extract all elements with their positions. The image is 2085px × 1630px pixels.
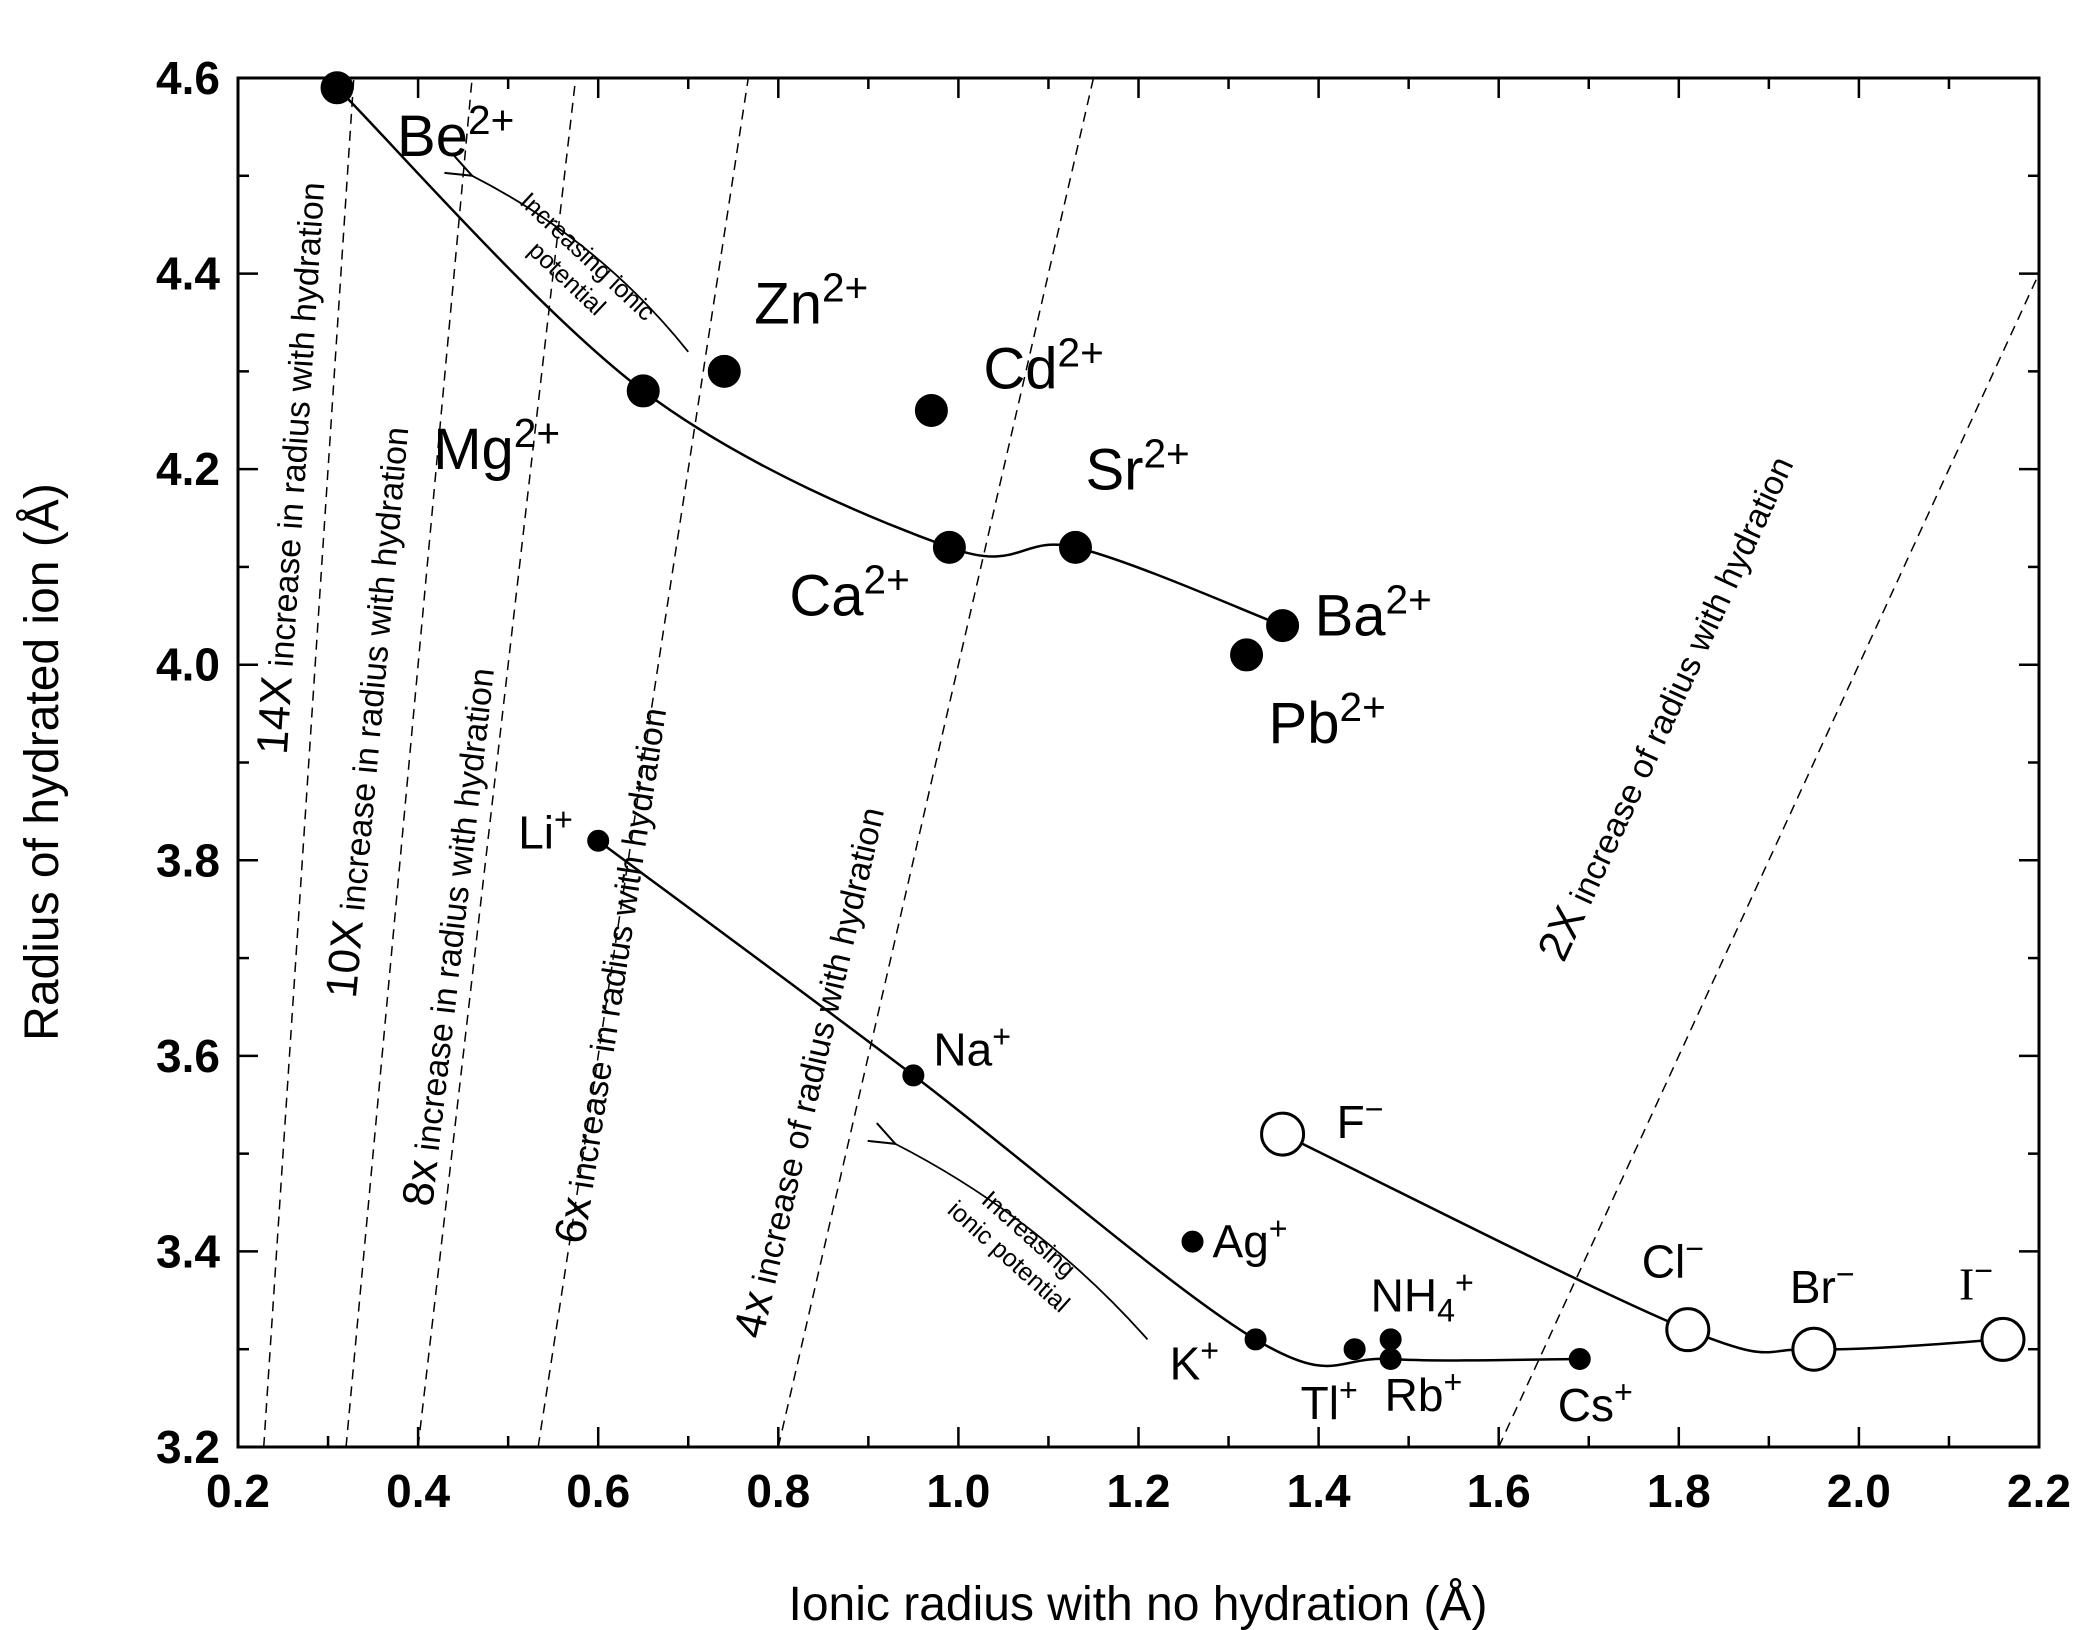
reference-label-6x: 6x increase in radius with hydration	[546, 704, 677, 1247]
divalent-arrow	[472, 176, 689, 353]
point-pb	[1230, 638, 1264, 672]
reference-line-6x	[537, 78, 750, 1447]
reference-label-14x: 14X increase in radius with hydration	[248, 180, 335, 755]
label-nh4: NH4+	[1371, 1264, 1474, 1328]
divalent-arrow-label: Increasing ionicpotential	[494, 187, 660, 348]
x-tick-label: 1.4	[1287, 1465, 1351, 1517]
label-zn: Zn2+	[754, 264, 868, 336]
data-points	[320, 71, 2026, 1372]
fit-curve-1	[597, 839, 1580, 1368]
point-sr	[1058, 530, 1092, 564]
x-tick-label: 1.6	[1467, 1465, 1531, 1517]
x-tick-label: 0.6	[566, 1465, 630, 1517]
label-cd: Cd2+	[983, 329, 1103, 401]
x-tick-label: 1.2	[1107, 1465, 1171, 1517]
label-na: Na+	[933, 1018, 1011, 1075]
x-tick-label: 1.0	[926, 1465, 990, 1517]
point-li	[587, 829, 610, 852]
ion-labels: Be2+ Mg2+ Zn2+ Cd2+ Ca2+ Sr2+ Ba2+ Pb2+ Li+ Na+ Ag…	[397, 97, 1993, 1431]
reference-line-10x	[345, 78, 473, 1447]
point-mg	[626, 374, 660, 408]
reference-label-2x: 2X increase of radius with hydration	[1528, 447, 1803, 968]
y-tick-label: 3.4	[156, 1225, 220, 1277]
label-f: F−	[1337, 1091, 1384, 1148]
fit-curve-2	[1282, 1132, 2004, 1354]
fit-curves	[336, 86, 2004, 1368]
x-tick-label: 1.8	[1647, 1465, 1711, 1517]
label-sr: Sr2+	[1085, 430, 1189, 502]
x-axis-title: Ionic radius with no hydration (Å)	[789, 1578, 1488, 1630]
point-rb	[1379, 1347, 1402, 1370]
point-na	[902, 1064, 925, 1087]
y-tick-label: 4.6	[156, 52, 220, 104]
point-cd	[914, 393, 948, 427]
label-li: Li+	[518, 802, 573, 859]
reference-line-2x	[1498, 273, 2039, 1447]
x-tick-label: 0.4	[386, 1465, 450, 1517]
point-ag	[1181, 1230, 1204, 1253]
axis-tick-labels: 0.2 0.4 0.6 0.8 1.0 1.2 1.4 1.6 1.8 2.0 2.2 3.2 3.4 3…	[156, 52, 2071, 1517]
label-ba: Ba2+	[1315, 577, 1432, 649]
x-tick-label: 0.2	[206, 1465, 270, 1517]
y-tick-label: 3.2	[156, 1421, 220, 1473]
reference-line-14x	[262, 78, 355, 1447]
point-k	[1244, 1328, 1267, 1351]
label-cl: Cl−	[1642, 1231, 1704, 1288]
point-cl	[1665, 1307, 1711, 1353]
y-tick-label: 3.8	[156, 834, 220, 886]
point-zn	[707, 354, 741, 388]
point-tl	[1343, 1338, 1366, 1361]
label-mg: Mg2+	[433, 410, 560, 482]
reference-line-4x	[777, 78, 1095, 1447]
point-ba	[1266, 609, 1300, 643]
y-tick-label: 4.0	[156, 639, 220, 691]
reference-lines	[262, 78, 2039, 1447]
label-be: Be2+	[397, 97, 514, 169]
monovalent-arrow-label: Increasingionic potential	[942, 1173, 1095, 1318]
point-ca	[932, 530, 966, 564]
x-tick-label: 2.2	[2007, 1465, 2071, 1517]
label-rb: Rb+	[1385, 1364, 1463, 1421]
y-tick-label: 3.6	[156, 1030, 220, 1082]
x-tick-label: 2.0	[1827, 1465, 1891, 1517]
y-tick-label: 4.2	[156, 443, 220, 495]
point-nh4	[1379, 1328, 1402, 1351]
reference-label-10x: 10X increase in radius with hydration	[317, 425, 418, 1001]
reference-line-8x	[417, 78, 577, 1447]
reference-label-4x: 4x increase of radius with hydration	[724, 802, 894, 1343]
point-f	[1260, 1111, 1306, 1157]
label-pb: Pb2+	[1269, 684, 1386, 756]
point-i	[1980, 1316, 2026, 1362]
plot-frame	[236, 76, 2041, 1449]
y-tick-label: 4.4	[156, 248, 220, 300]
x-tick-label: 0.8	[746, 1465, 810, 1517]
y-axis-title: Radius of hydrated ion (Å)	[16, 483, 69, 1041]
label-cs: Cs+	[1558, 1374, 1633, 1431]
point-cs	[1568, 1347, 1591, 1370]
label-br: Br−	[1790, 1256, 1855, 1313]
point-br	[1791, 1326, 1837, 1372]
label-k: K+	[1170, 1332, 1220, 1389]
fit-curve-0	[336, 86, 1284, 627]
label-ag: Ag+	[1213, 1211, 1288, 1268]
label-i: I−	[1959, 1252, 1993, 1309]
axis-ticks	[236, 76, 2041, 1449]
label-ca: Ca2+	[789, 556, 909, 628]
monovalent-arrow	[895, 1144, 1149, 1341]
label-tl: Tl+	[1301, 1372, 1358, 1429]
